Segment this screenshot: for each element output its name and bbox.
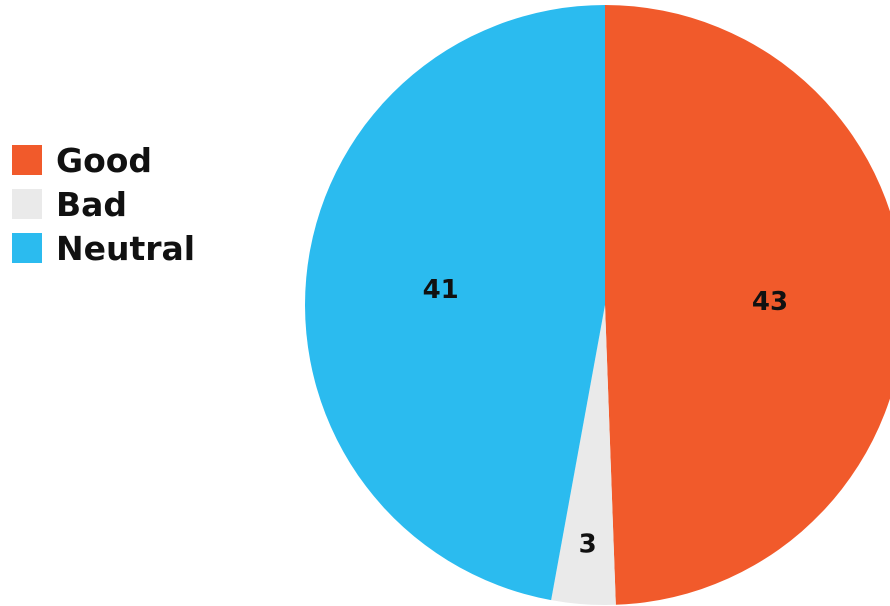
legend-label-bad: Bad <box>56 184 128 224</box>
legend-item-bad: Bad <box>12 182 195 226</box>
legend-swatch-bad <box>12 189 42 219</box>
data-label-bad: 3 <box>579 529 597 559</box>
legend-label-neutral: Neutral <box>56 228 196 268</box>
legend: Good Bad Neutral <box>12 138 195 270</box>
data-label-neutral: 41 <box>423 275 459 305</box>
pie-slice-bad <box>551 305 616 605</box>
legend-item-neutral: Neutral <box>12 226 195 270</box>
legend-label-good: Good <box>56 140 153 180</box>
data-label-good: 43 <box>752 287 788 317</box>
legend-item-good: Good <box>12 138 195 182</box>
legend-swatch-good <box>12 145 42 175</box>
legend-swatch-neutral <box>12 233 42 263</box>
pie-slice-neutral <box>305 5 605 601</box>
pie-slice-good <box>605 5 890 605</box>
